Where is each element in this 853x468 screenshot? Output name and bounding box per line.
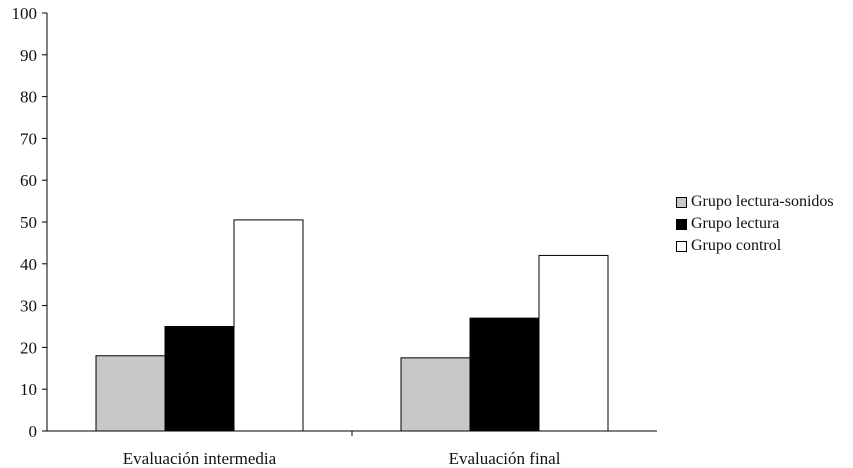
bar-0-0 — [95, 355, 166, 432]
legend-swatch-1 — [676, 218, 687, 230]
y-tick-label: 40 — [20, 255, 37, 274]
bar-0-1 — [164, 326, 235, 432]
legend-swatch-0 — [676, 196, 687, 208]
y-tick-label: 70 — [20, 129, 37, 148]
legend-label-2: Grupo control — [691, 237, 782, 254]
bar-1-2 — [538, 254, 609, 432]
bars — [95, 219, 609, 432]
x-category-label: Evaluación final — [449, 449, 561, 468]
bar-1-1 — [469, 317, 540, 432]
y-axis: 0 10 20 30 40 50 60 70 80 90 100 — [12, 4, 48, 441]
legend-swatch-2 — [676, 240, 687, 252]
y-tick-label: 90 — [20, 46, 37, 65]
bar-0-2 — [233, 219, 304, 432]
y-tick-label: 80 — [20, 88, 37, 107]
legend-label-0: Grupo lectura-sonidos — [691, 193, 834, 210]
y-tick-label: 50 — [20, 213, 37, 232]
y-tick-label: 10 — [20, 380, 37, 399]
legend-label-1: Grupo lectura — [691, 215, 780, 232]
legend: Grupo lectura-sonidos Grupo lectura Grup… — [676, 191, 834, 257]
x-axis: Evaluación intermedia Evaluación final — [47, 430, 657, 468]
x-category-label: Evaluación intermedia — [123, 449, 277, 468]
legend-item-1: Grupo lectura — [676, 213, 834, 235]
legend-item-0: Grupo lectura-sonidos — [676, 191, 834, 213]
y-tick-label: 20 — [20, 338, 37, 357]
legend-item-2: Grupo control — [676, 235, 834, 257]
y-tick-label: 0 — [29, 422, 38, 441]
y-tick-label: 60 — [20, 171, 37, 190]
bar-1-0 — [400, 357, 471, 432]
y-tick-label: 100 — [12, 4, 38, 23]
y-tick-label: 30 — [20, 297, 37, 316]
